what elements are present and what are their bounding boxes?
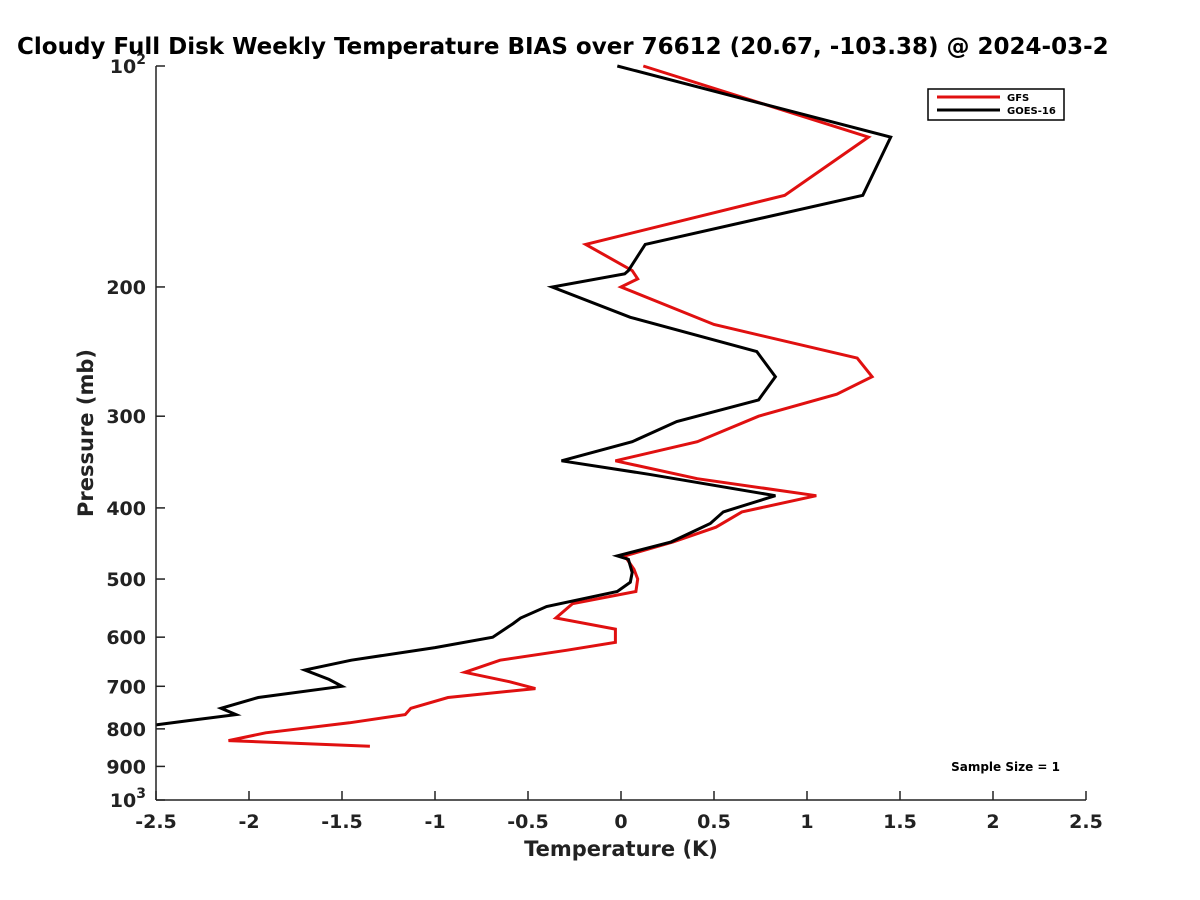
y-tick-label: 400: [106, 498, 146, 520]
x-tick-label: 1.5: [883, 811, 917, 833]
y-tick-label: 600: [106, 627, 146, 649]
y-tick-label: 102: [110, 52, 146, 78]
x-tick-label: 1: [800, 811, 813, 833]
axes: [155, 66, 1086, 801]
y-tick-label: 800: [106, 719, 146, 741]
sample-size-note: Sample Size = 1: [951, 760, 1060, 774]
y-tick-label: 700: [106, 676, 146, 698]
legend-label: GFS: [1007, 93, 1029, 104]
legend-box: [927, 88, 1065, 121]
series-line-goes-16: [155, 64, 893, 727]
legend-label: GOES-16: [1007, 106, 1056, 117]
legend: GFS GOES-16: [927, 88, 1065, 121]
x-tick-label: 2: [986, 811, 999, 833]
series-line-gfs: [228, 64, 875, 748]
x-tick-label: -1.5: [321, 811, 363, 833]
y-tick-label: 900: [106, 756, 146, 778]
x-tick-label: 0: [614, 811, 627, 833]
y-tick-label: 103: [110, 786, 146, 812]
x-tick-label: -2.5: [135, 811, 177, 833]
x-axis-label: Temperature (K): [524, 837, 718, 861]
x-tick-label: 0.5: [697, 811, 731, 833]
chart-title: Cloudy Full Disk Weekly Temperature BIAS…: [17, 34, 1109, 60]
x-tick-label: 2.5: [1069, 811, 1103, 833]
y-tick-label: 200: [106, 277, 146, 299]
x-ticks: -2.5 -2 -1.5 -1 -0.5 0 0.5 1 1.5 2 2.5: [135, 791, 1103, 833]
plot-lines: [155, 64, 893, 748]
x-tick-label: -2: [238, 811, 259, 833]
y-tick-label: 300: [106, 406, 146, 428]
x-tick-label: -0.5: [507, 811, 549, 833]
y-ticks: 102 200 300 400 500 600 700 800 900 103: [106, 52, 165, 812]
x-tick-label: -1: [424, 811, 445, 833]
y-tick-label: 500: [106, 569, 146, 591]
y-axis-label: Pressure (mb): [74, 349, 98, 517]
